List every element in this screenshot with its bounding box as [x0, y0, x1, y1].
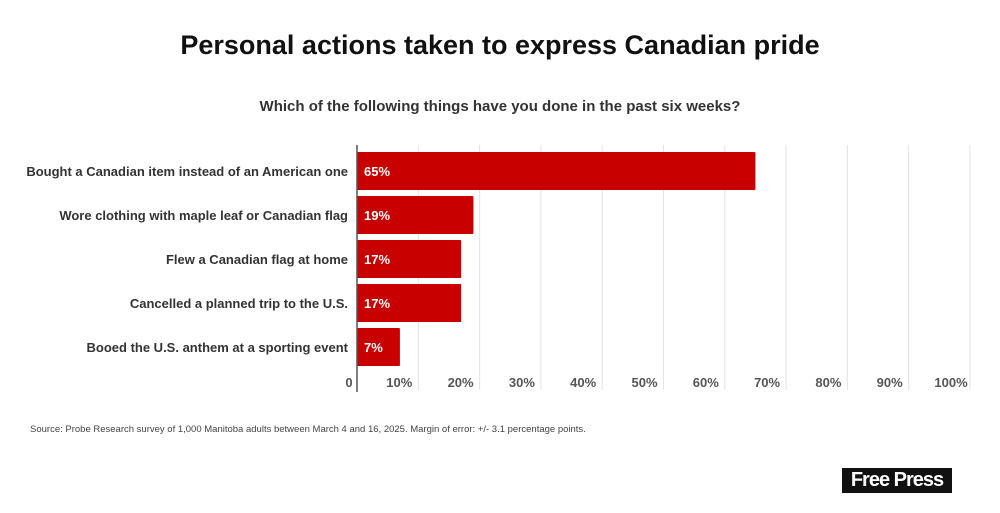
bar: [357, 328, 400, 366]
x-tick-label: 30%: [509, 375, 535, 390]
data-label: 65%: [364, 164, 390, 179]
free-press-logo: Free Press: [842, 468, 952, 493]
bar: [357, 240, 462, 278]
category-label: Cancelled a planned trip to the U.S.: [130, 296, 348, 311]
x-tick-label: 90%: [877, 375, 903, 390]
x-tick-label: 40%: [570, 375, 596, 390]
category-label: Bought a Canadian item instead of an Ame…: [26, 164, 348, 179]
x-tick-label: 0: [345, 375, 352, 390]
data-label: 19%: [364, 208, 390, 223]
x-tick-label: 20%: [448, 375, 474, 390]
bar: [357, 152, 756, 190]
chart-title: Personal actions taken to express Canadi…: [180, 30, 820, 60]
bar: [357, 284, 462, 322]
source-note: Source: Probe Research survey of 1,000 M…: [30, 424, 586, 435]
x-tick-label: 50%: [631, 375, 657, 390]
x-tick-label: 80%: [815, 375, 841, 390]
data-label: 17%: [364, 252, 390, 267]
category-label: Flew a Canadian flag at home: [166, 252, 348, 267]
category-label: Booed the U.S. anthem at a sporting even…: [87, 340, 349, 355]
data-label: 17%: [364, 296, 390, 311]
x-tick-label: 10%: [386, 375, 412, 390]
x-tick-label: 70%: [754, 375, 780, 390]
data-label: 7%: [364, 340, 383, 355]
chart-subtitle: Which of the following things have you d…: [259, 98, 741, 115]
x-tick-label: 60%: [693, 375, 719, 390]
x-tick-label: 100%: [934, 375, 968, 390]
category-label: Wore clothing with maple leaf or Canadia…: [59, 208, 348, 223]
bar: [357, 196, 474, 234]
